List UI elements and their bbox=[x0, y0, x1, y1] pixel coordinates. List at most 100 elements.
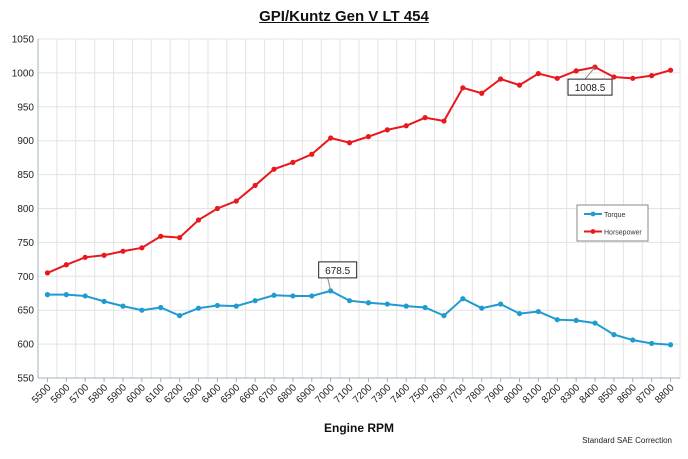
horsepower-point bbox=[214, 205, 220, 212]
annotation-label: 1008.5 bbox=[575, 83, 606, 94]
horsepower-point bbox=[63, 262, 69, 268]
horsepower-point bbox=[139, 245, 145, 251]
x-tick-label: 5700 bbox=[68, 382, 92, 406]
x-tick-label: 6300 bbox=[181, 382, 205, 406]
torque-point bbox=[611, 332, 617, 338]
x-tick-label: 8400 bbox=[578, 382, 602, 406]
y-tick-label: 550 bbox=[17, 374, 34, 385]
x-tick-label: 5500 bbox=[30, 382, 54, 406]
torque-point bbox=[667, 342, 674, 348]
horsepower-point bbox=[516, 82, 523, 88]
annotation-leader bbox=[327, 277, 332, 291]
horsepower-point bbox=[573, 68, 579, 74]
horsepower-point bbox=[384, 127, 390, 133]
torque-line bbox=[47, 289, 671, 346]
torque-point bbox=[630, 337, 636, 343]
torque-point bbox=[139, 307, 145, 313]
legend-horsepower-label: Horsepower bbox=[604, 230, 642, 237]
torque-point bbox=[365, 300, 372, 306]
torque-point bbox=[309, 293, 315, 299]
y-tick-label: 850 bbox=[17, 170, 34, 181]
x-tick-label: 6100 bbox=[143, 382, 167, 406]
horsepower-point bbox=[630, 75, 636, 81]
x-tick-label: 7900 bbox=[483, 382, 507, 406]
correction-note: Standard SAE Correction bbox=[582, 436, 672, 445]
horsepower-point bbox=[44, 270, 51, 276]
torque-point bbox=[498, 301, 504, 307]
x-axis-label: Engine RPM bbox=[323, 421, 394, 435]
legend bbox=[576, 204, 649, 242]
y-tick-label: 800 bbox=[17, 204, 34, 215]
x-tick-label: 7400 bbox=[389, 382, 413, 406]
x-tick-label: 7500 bbox=[408, 382, 432, 406]
torque-point bbox=[271, 292, 277, 298]
torque-point bbox=[158, 304, 164, 311]
annotation-box bbox=[567, 78, 613, 96]
horsepower-point bbox=[365, 134, 372, 140]
horsepower-point bbox=[346, 140, 353, 146]
annotation-label: 678.5 bbox=[325, 266, 350, 277]
torque-point bbox=[44, 292, 51, 298]
horsepower-point bbox=[177, 235, 183, 241]
horsepower-point bbox=[479, 90, 485, 96]
x-tick-label: 7000 bbox=[313, 382, 337, 406]
x-tick-label: 8500 bbox=[597, 382, 621, 406]
torque-point bbox=[82, 293, 88, 299]
torque-point bbox=[120, 303, 126, 309]
horsepower-point bbox=[422, 115, 428, 121]
y-tick-label: 950 bbox=[17, 102, 34, 113]
horsepower-point bbox=[158, 233, 164, 239]
torque-point bbox=[195, 305, 202, 311]
torque-point bbox=[441, 313, 447, 319]
torque-point bbox=[554, 317, 560, 323]
x-tick-label: 5900 bbox=[106, 382, 130, 406]
legend-horsepower-marker bbox=[590, 229, 596, 234]
x-tick-label: 6000 bbox=[124, 382, 148, 406]
horsepower-point bbox=[328, 135, 334, 141]
torque-point bbox=[177, 313, 183, 319]
x-tick-label: 6200 bbox=[162, 382, 186, 406]
x-tick-label: 8200 bbox=[540, 382, 564, 406]
annotation-leader bbox=[584, 66, 596, 80]
horsepower-point bbox=[460, 85, 466, 91]
horsepower-line bbox=[47, 66, 671, 274]
torque-point bbox=[460, 296, 466, 302]
x-tick-label: 5800 bbox=[87, 382, 111, 406]
x-tick-label: 7100 bbox=[332, 382, 356, 406]
torque-point bbox=[516, 310, 523, 317]
torque-point bbox=[649, 340, 655, 347]
x-tick-label: 7800 bbox=[464, 382, 488, 406]
torque-point bbox=[479, 305, 485, 311]
torque-point bbox=[101, 298, 107, 304]
x-tick-label: 6700 bbox=[257, 382, 281, 406]
y-tick-label: 1050 bbox=[12, 35, 35, 46]
y-tick-label: 1000 bbox=[12, 68, 35, 79]
torque-point bbox=[214, 302, 220, 309]
x-tick-label: 8100 bbox=[521, 382, 545, 406]
horsepower-point bbox=[101, 252, 107, 258]
x-tick-label: 6400 bbox=[200, 382, 224, 406]
torque-point bbox=[252, 298, 258, 304]
x-tick-label: 7700 bbox=[445, 382, 469, 406]
x-tick-label: 6500 bbox=[219, 382, 243, 406]
horsepower-point bbox=[554, 75, 560, 81]
x-tick-label: 8800 bbox=[653, 382, 677, 406]
torque-point bbox=[290, 293, 296, 299]
y-tick-label: 650 bbox=[17, 306, 34, 317]
horsepower-point bbox=[535, 70, 541, 77]
torque-point bbox=[403, 303, 409, 309]
y-tick-label: 900 bbox=[17, 136, 34, 147]
torque-point bbox=[592, 320, 598, 326]
horsepower-point bbox=[611, 74, 617, 80]
legend-torque-label: Torque bbox=[604, 212, 626, 219]
horsepower-point bbox=[290, 159, 296, 165]
torque-point bbox=[573, 317, 579, 323]
x-tick-label: 7300 bbox=[370, 382, 394, 406]
x-tick-label: 7600 bbox=[427, 382, 451, 406]
x-tick-label: 7200 bbox=[351, 382, 375, 406]
x-tick-label: 8700 bbox=[634, 382, 658, 406]
torque-point bbox=[535, 308, 541, 315]
horsepower-point bbox=[120, 248, 126, 254]
